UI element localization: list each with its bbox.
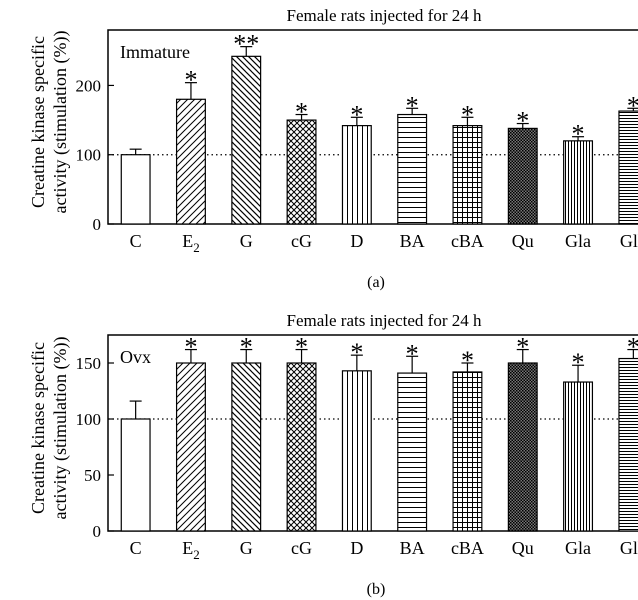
bar	[618, 110, 638, 225]
bar	[618, 357, 638, 532]
chart-marks: 0 100 200 C * E2 ** G * cG * D * BA * cBA * Qu * Gla * Glb	[76, 30, 638, 255]
x-tick-label: D	[350, 538, 363, 558]
y-tick-label: 150	[76, 354, 102, 373]
x-tick-label: Gla	[565, 538, 591, 558]
chart-title: Female rats injected for 24 h	[287, 311, 482, 330]
plot-frame	[107, 29, 638, 225]
significance-marker: *	[295, 98, 308, 127]
y-axis-label-line2: activity (stimulation (%))	[50, 337, 71, 520]
bar	[175, 362, 206, 532]
bar	[563, 381, 594, 532]
significance-marker: *	[406, 91, 419, 120]
x-tick-label: Gla	[565, 231, 591, 251]
y-tick-label: 200	[76, 76, 102, 95]
y-tick-label: 100	[76, 410, 102, 429]
x-tick-label: cBA	[451, 231, 484, 251]
panel-label: (a)	[367, 274, 385, 291]
bar	[341, 370, 372, 532]
significance-marker: *	[572, 120, 585, 149]
x-tick-label: G	[240, 538, 253, 558]
significance-marker: **	[233, 30, 259, 59]
group-label: Ovx	[120, 347, 151, 367]
chart-panel-a: Female rats injected for 24 h Creatine k…	[28, 6, 638, 291]
y-tick-label: 100	[76, 146, 102, 165]
x-tick-label: C	[130, 231, 142, 251]
bar	[452, 125, 483, 225]
significance-marker: *	[516, 333, 529, 362]
bar	[231, 55, 262, 225]
x-tick-label: cG	[291, 231, 312, 251]
y-tick-label: 0	[93, 215, 102, 234]
significance-marker: *	[184, 66, 197, 95]
x-tick-label: cBA	[451, 538, 484, 558]
bar	[452, 371, 483, 532]
x-tick-label: BA	[400, 538, 425, 558]
significance-marker: *	[627, 333, 638, 362]
chart-marks: 0 50 100 150 C * E2 * G * cG * D * BA * cBA * Qu * Gla * Glb	[76, 333, 638, 562]
x-tick-label: BA	[400, 231, 425, 251]
y-axis-label-line2: activity (stimulation (%))	[50, 31, 71, 214]
y-axis-label-line1: Creatine kinase specific	[28, 342, 48, 514]
bar	[286, 362, 317, 532]
bar	[175, 98, 206, 225]
significance-marker: *	[184, 333, 197, 362]
x-tick-label: Qu	[512, 538, 534, 558]
bar	[120, 154, 151, 225]
x-tick-label: Qu	[512, 231, 534, 251]
y-tick-label: 50	[84, 466, 101, 485]
chart-title: Female rats injected for 24 h	[287, 6, 482, 25]
bar	[231, 362, 262, 532]
x-tick-label: Glb	[620, 538, 638, 558]
bar	[286, 119, 317, 225]
bar	[507, 127, 538, 225]
significance-marker: *	[516, 107, 529, 136]
bar	[563, 140, 594, 225]
group-label: Immature	[120, 42, 190, 62]
plot-frame	[107, 334, 638, 532]
significance-marker: *	[627, 91, 638, 120]
bar	[397, 113, 428, 225]
bar	[120, 418, 151, 532]
significance-marker: *	[350, 338, 363, 367]
bar	[397, 372, 428, 532]
significance-marker: *	[240, 333, 253, 362]
bar	[507, 362, 538, 532]
x-tick-label: G	[240, 231, 253, 251]
chart-panel-b: Female rats injected for 24 h Creatine k…	[28, 311, 638, 598]
significance-marker: *	[461, 346, 474, 375]
significance-marker: *	[461, 100, 474, 129]
x-tick-label: Glb	[620, 231, 638, 251]
y-axis-label-line1: Creatine kinase specific	[28, 36, 48, 208]
x-tick-label: C	[130, 538, 142, 558]
significance-marker: *	[406, 339, 419, 368]
x-tick-label: cG	[291, 538, 312, 558]
significance-marker: *	[350, 100, 363, 129]
x-tick-label: D	[350, 231, 363, 251]
y-tick-label: 0	[93, 522, 102, 541]
x-tick-label: E2	[182, 538, 200, 562]
panel-label: (b)	[367, 581, 386, 598]
bar	[341, 125, 372, 225]
x-tick-label: E2	[182, 231, 200, 255]
significance-marker: *	[295, 333, 308, 362]
significance-marker: *	[572, 348, 585, 377]
